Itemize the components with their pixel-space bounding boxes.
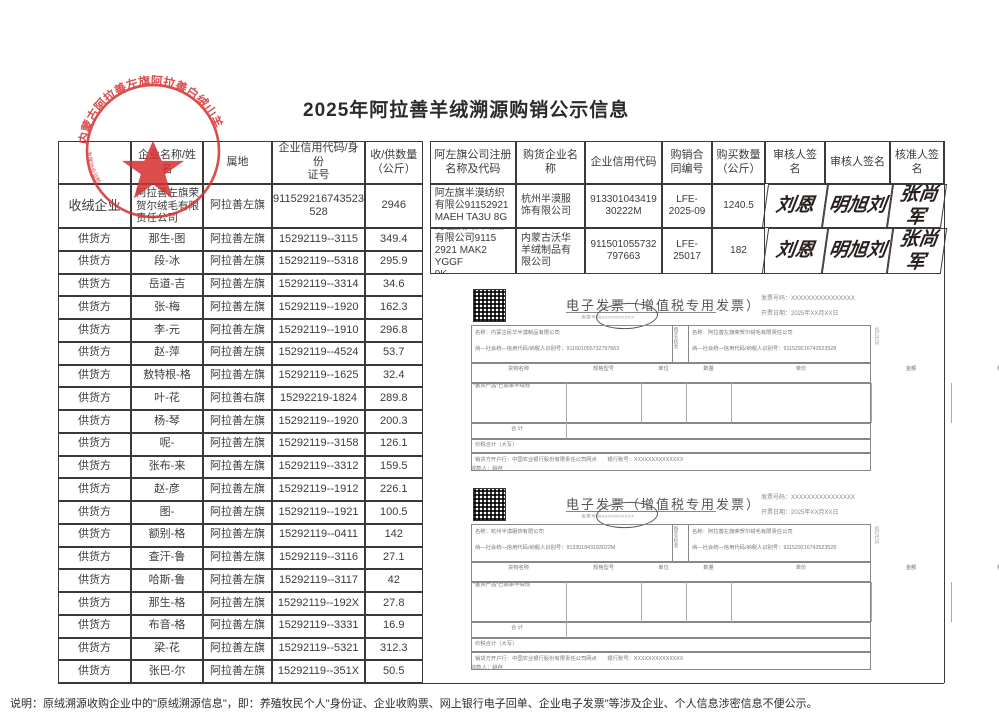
svg-text:内蒙古阿拉善左旗阿拉善白绒山羊: 内蒙古阿拉善左旗阿拉善白绒山羊	[76, 74, 225, 146]
svg-text:发展协会监制: 发展协会监制	[85, 151, 103, 185]
